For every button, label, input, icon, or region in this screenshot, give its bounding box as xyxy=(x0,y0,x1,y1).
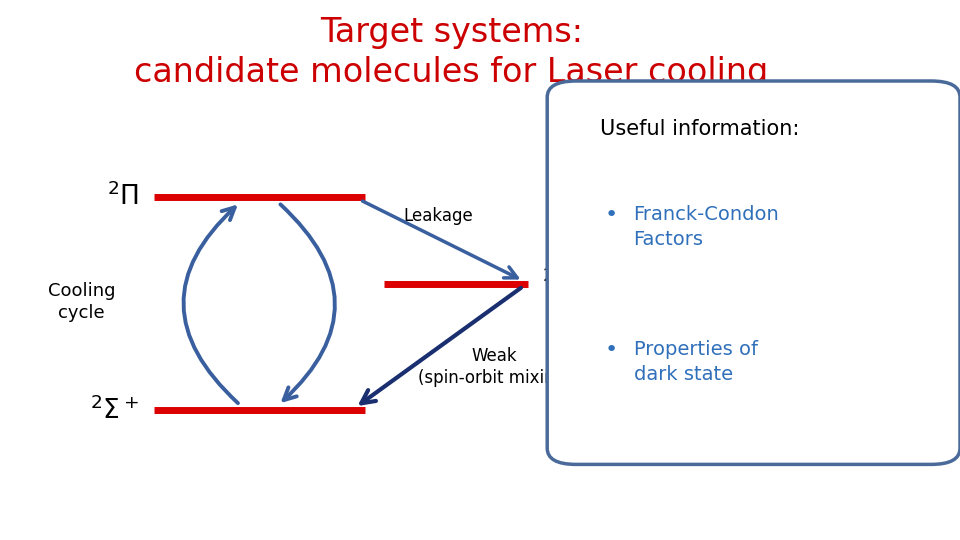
FancyArrowPatch shape xyxy=(183,207,238,403)
Text: Useful information:: Useful information: xyxy=(600,119,800,139)
Text: $^2\Pi$: $^2\Pi$ xyxy=(108,183,139,211)
FancyArrowPatch shape xyxy=(361,288,521,403)
Text: $^2\Sigma^+$: $^2\Sigma^+$ xyxy=(90,396,139,424)
Text: •: • xyxy=(605,205,618,225)
Text: $^2\Delta$: $^2\Delta$ xyxy=(542,269,575,298)
Text: Properties of
dark state: Properties of dark state xyxy=(634,340,757,384)
Text: Target systems:
candidate molecules for Laser cooling: Target systems: candidate molecules for … xyxy=(134,16,768,89)
FancyBboxPatch shape xyxy=(547,81,960,464)
Text: Leakage: Leakage xyxy=(403,207,473,225)
Text: Franck-Condon
Factors: Franck-Condon Factors xyxy=(634,205,780,249)
FancyArrowPatch shape xyxy=(280,204,335,400)
Text: •: • xyxy=(605,340,618,360)
Text: Weak
(spin-orbit mixing): Weak (spin-orbit mixing) xyxy=(418,347,571,387)
FancyArrowPatch shape xyxy=(363,201,517,278)
Text: Cooling
cycle: Cooling cycle xyxy=(48,282,115,322)
